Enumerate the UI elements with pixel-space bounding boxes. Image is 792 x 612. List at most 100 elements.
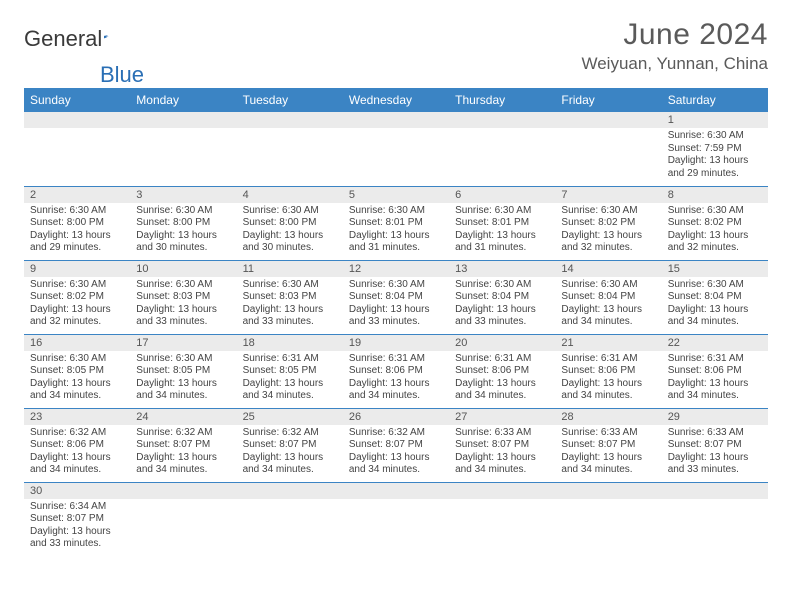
calendar-day-cell: 30Sunrise: 6:34 AMSunset: 8:07 PMDayligh… — [24, 482, 130, 556]
calendar-empty-cell — [343, 112, 449, 186]
day-number: 20 — [449, 335, 555, 351]
calendar-empty-cell — [449, 482, 555, 556]
day-number — [130, 112, 236, 128]
day-number: 8 — [662, 187, 768, 203]
day-details: Sunrise: 6:31 AMSunset: 8:06 PMDaylight:… — [343, 351, 449, 407]
calendar-day-cell: 19Sunrise: 6:31 AMSunset: 8:06 PMDayligh… — [343, 334, 449, 408]
day-number: 29 — [662, 409, 768, 425]
calendar-empty-cell — [343, 482, 449, 556]
weekday-header: Friday — [555, 88, 661, 112]
calendar-day-cell: 7Sunrise: 6:30 AMSunset: 8:02 PMDaylight… — [555, 186, 661, 260]
day-number — [130, 483, 236, 499]
day-number: 3 — [130, 187, 236, 203]
day-number: 26 — [343, 409, 449, 425]
calendar-day-cell: 13Sunrise: 6:30 AMSunset: 8:04 PMDayligh… — [449, 260, 555, 334]
day-number — [237, 483, 343, 499]
weekday-header-row: Sunday Monday Tuesday Wednesday Thursday… — [24, 88, 768, 112]
day-number — [555, 112, 661, 128]
calendar-day-cell: 3Sunrise: 6:30 AMSunset: 8:00 PMDaylight… — [130, 186, 236, 260]
calendar-empty-cell — [237, 112, 343, 186]
calendar-day-cell: 23Sunrise: 6:32 AMSunset: 8:06 PMDayligh… — [24, 408, 130, 482]
day-details: Sunrise: 6:30 AMSunset: 8:03 PMDaylight:… — [130, 277, 236, 333]
calendar-day-cell: 20Sunrise: 6:31 AMSunset: 8:06 PMDayligh… — [449, 334, 555, 408]
day-details: Sunrise: 6:30 AMSunset: 8:02 PMDaylight:… — [24, 277, 130, 333]
calendar-empty-cell — [237, 482, 343, 556]
calendar-row: 2Sunrise: 6:30 AMSunset: 8:00 PMDaylight… — [24, 186, 768, 260]
weekday-header: Thursday — [449, 88, 555, 112]
day-details: Sunrise: 6:30 AMSunset: 8:05 PMDaylight:… — [130, 351, 236, 407]
brand-name-2: Blue — [100, 62, 144, 88]
weekday-header: Monday — [130, 88, 236, 112]
calendar-empty-cell — [130, 482, 236, 556]
calendar-day-cell: 28Sunrise: 6:33 AMSunset: 8:07 PMDayligh… — [555, 408, 661, 482]
day-number: 23 — [24, 409, 130, 425]
day-number: 14 — [555, 261, 661, 277]
day-details: Sunrise: 6:30 AMSunset: 8:01 PMDaylight:… — [449, 203, 555, 259]
weekday-header: Tuesday — [237, 88, 343, 112]
day-details: Sunrise: 6:33 AMSunset: 8:07 PMDaylight:… — [662, 425, 768, 481]
calendar-day-cell: 9Sunrise: 6:30 AMSunset: 8:02 PMDaylight… — [24, 260, 130, 334]
weekday-header: Wednesday — [343, 88, 449, 112]
day-details: Sunrise: 6:32 AMSunset: 8:06 PMDaylight:… — [24, 425, 130, 481]
flag-icon — [104, 28, 109, 46]
calendar-day-cell: 14Sunrise: 6:30 AMSunset: 8:04 PMDayligh… — [555, 260, 661, 334]
calendar-empty-cell — [449, 112, 555, 186]
day-number: 9 — [24, 261, 130, 277]
day-number — [555, 483, 661, 499]
calendar-day-cell: 4Sunrise: 6:30 AMSunset: 8:00 PMDaylight… — [237, 186, 343, 260]
day-number: 28 — [555, 409, 661, 425]
calendar-day-cell: 17Sunrise: 6:30 AMSunset: 8:05 PMDayligh… — [130, 334, 236, 408]
calendar-empty-cell — [130, 112, 236, 186]
calendar-day-cell: 10Sunrise: 6:30 AMSunset: 8:03 PMDayligh… — [130, 260, 236, 334]
day-number — [237, 112, 343, 128]
day-details: Sunrise: 6:34 AMSunset: 8:07 PMDaylight:… — [24, 499, 130, 555]
calendar-empty-cell — [662, 482, 768, 556]
day-details: Sunrise: 6:31 AMSunset: 8:06 PMDaylight:… — [555, 351, 661, 407]
day-details: Sunrise: 6:31 AMSunset: 8:05 PMDaylight:… — [237, 351, 343, 407]
day-details: Sunrise: 6:30 AMSunset: 8:02 PMDaylight:… — [555, 203, 661, 259]
calendar-day-cell: 21Sunrise: 6:31 AMSunset: 8:06 PMDayligh… — [555, 334, 661, 408]
day-number: 7 — [555, 187, 661, 203]
day-details: Sunrise: 6:30 AMSunset: 8:00 PMDaylight:… — [237, 203, 343, 259]
day-details: Sunrise: 6:30 AMSunset: 8:01 PMDaylight:… — [343, 203, 449, 259]
calendar-row: 16Sunrise: 6:30 AMSunset: 8:05 PMDayligh… — [24, 334, 768, 408]
calendar-day-cell: 6Sunrise: 6:30 AMSunset: 8:01 PMDaylight… — [449, 186, 555, 260]
day-number: 17 — [130, 335, 236, 351]
day-number — [662, 483, 768, 499]
calendar-day-cell: 5Sunrise: 6:30 AMSunset: 8:01 PMDaylight… — [343, 186, 449, 260]
calendar-day-cell: 27Sunrise: 6:33 AMSunset: 8:07 PMDayligh… — [449, 408, 555, 482]
day-number: 1 — [662, 112, 768, 128]
calendar-day-cell: 24Sunrise: 6:32 AMSunset: 8:07 PMDayligh… — [130, 408, 236, 482]
day-number — [343, 112, 449, 128]
brand-logo: General — [24, 18, 130, 52]
day-number: 21 — [555, 335, 661, 351]
calendar-empty-cell — [555, 482, 661, 556]
calendar-row: 30Sunrise: 6:34 AMSunset: 8:07 PMDayligh… — [24, 482, 768, 556]
day-details: Sunrise: 6:30 AMSunset: 7:59 PMDaylight:… — [662, 128, 768, 184]
day-number: 11 — [237, 261, 343, 277]
day-number: 30 — [24, 483, 130, 499]
day-details: Sunrise: 6:30 AMSunset: 8:05 PMDaylight:… — [24, 351, 130, 407]
day-details: Sunrise: 6:30 AMSunset: 8:04 PMDaylight:… — [555, 277, 661, 333]
day-number: 13 — [449, 261, 555, 277]
day-details: Sunrise: 6:30 AMSunset: 8:00 PMDaylight:… — [130, 203, 236, 259]
day-details: Sunrise: 6:32 AMSunset: 8:07 PMDaylight:… — [237, 425, 343, 481]
day-details: Sunrise: 6:30 AMSunset: 8:04 PMDaylight:… — [449, 277, 555, 333]
calendar-day-cell: 1Sunrise: 6:30 AMSunset: 7:59 PMDaylight… — [662, 112, 768, 186]
day-number: 12 — [343, 261, 449, 277]
day-number: 22 — [662, 335, 768, 351]
calendar-table: Sunday Monday Tuesday Wednesday Thursday… — [24, 88, 768, 556]
day-number — [24, 112, 130, 128]
day-number: 24 — [130, 409, 236, 425]
calendar-day-cell: 8Sunrise: 6:30 AMSunset: 8:02 PMDaylight… — [662, 186, 768, 260]
day-number: 10 — [130, 261, 236, 277]
location: Weiyuan, Yunnan, China — [581, 54, 768, 74]
day-number: 4 — [237, 187, 343, 203]
calendar-day-cell: 22Sunrise: 6:31 AMSunset: 8:06 PMDayligh… — [662, 334, 768, 408]
day-number: 6 — [449, 187, 555, 203]
day-details: Sunrise: 6:30 AMSunset: 8:00 PMDaylight:… — [24, 203, 130, 259]
calendar-day-cell: 25Sunrise: 6:32 AMSunset: 8:07 PMDayligh… — [237, 408, 343, 482]
day-number: 18 — [237, 335, 343, 351]
day-details: Sunrise: 6:33 AMSunset: 8:07 PMDaylight:… — [449, 425, 555, 481]
day-number: 5 — [343, 187, 449, 203]
